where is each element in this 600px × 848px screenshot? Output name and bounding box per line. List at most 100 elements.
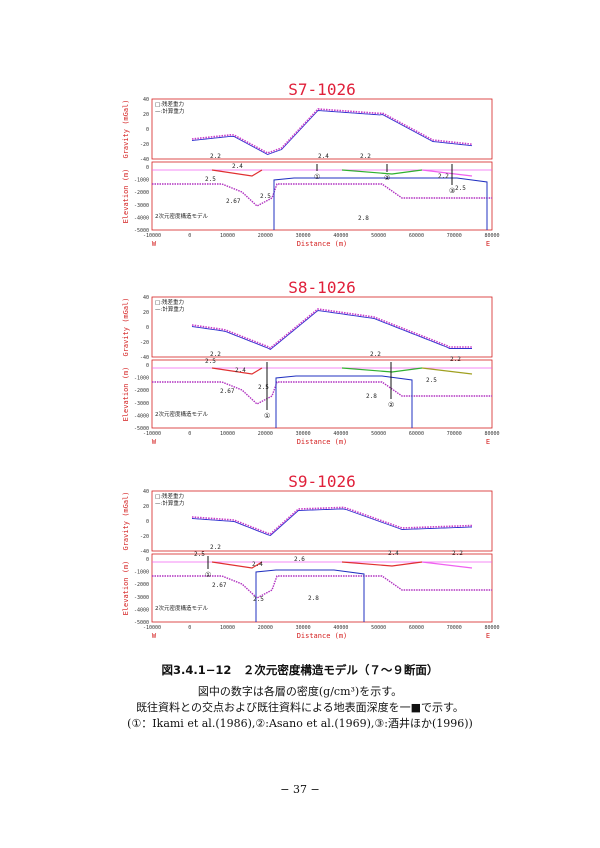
west-label: W <box>152 240 157 248</box>
panel-title: S8-1026 <box>288 278 355 297</box>
reference-marker: ② <box>384 174 390 182</box>
reference-marker: ① <box>314 173 320 181</box>
reference-marker: ③ <box>449 187 455 195</box>
xtick-label: 20000 <box>258 233 273 239</box>
xtick-label: 30000 <box>296 431 311 437</box>
density-label: 2.2 <box>452 550 463 557</box>
observed-gravity-points <box>191 108 473 154</box>
density-label: 2.8 <box>358 215 369 222</box>
shallow-layer-red <box>211 367 263 375</box>
model-label: 2次元密度構造モデル <box>155 212 208 220</box>
density-label: 2.5 <box>260 193 271 200</box>
basement-block <box>275 375 413 428</box>
gravity-ytick-label: 20 <box>143 310 149 316</box>
xtick-label: 20000 <box>258 625 273 631</box>
panel-s8: S8-1026 40 20 0 -20 -40 0 -1000 -2000 -3000 -4000 -… <box>122 278 500 446</box>
xtick-label: 40000 <box>333 625 348 631</box>
reference-marker: ① <box>205 571 211 579</box>
density-label: 2.5 <box>194 551 205 558</box>
xtick-label: 50000 <box>371 233 386 239</box>
gravity-ylabel: Gravity (mGal) <box>122 297 130 356</box>
gravity-ytick-label: 20 <box>143 504 149 510</box>
west-label: W <box>152 632 157 640</box>
xtick-label: -10000 <box>143 625 161 631</box>
calculated-gravity-line <box>191 508 473 537</box>
page-number: − 37 − <box>280 783 320 796</box>
density-label: 2.67 <box>220 388 235 395</box>
density-label: 2.8 <box>366 393 377 400</box>
panel-title: S7-1026 <box>288 80 355 99</box>
figure-caption-line4: (①：Ikami et al.(1986),②:Asano et al.(196… <box>127 717 473 730</box>
elev-ylabel: Elevation (m) <box>122 561 130 616</box>
elev-ytick-label: -1000 <box>134 570 149 576</box>
model-label: 2次元密度構造モデル <box>155 410 208 418</box>
xtick-label: 70000 <box>447 625 462 631</box>
gravity-ytick-label: 0 <box>146 325 149 331</box>
gravity-ytick-label: -40 <box>140 355 149 361</box>
figure-caption-title: 図3.4.1−12 ２次元密度構造モデル（７〜９断面） <box>161 663 439 677</box>
calculated-gravity-line <box>191 310 472 351</box>
xtick-label: 60000 <box>409 625 424 631</box>
xtick-label: 50000 <box>371 431 386 437</box>
figure-caption-line2: 図中の数字は各層の密度(g/cm³)を示す。 <box>197 685 403 698</box>
density-label: 2.5 <box>205 176 216 183</box>
elev-ytick-label: -1000 <box>134 178 149 184</box>
density-label: 2.5 <box>258 384 269 391</box>
gravity-ytick-label: -20 <box>140 142 149 148</box>
elev-ytick-label: -5000 <box>134 426 149 432</box>
elev-ytick-label: -2000 <box>134 582 149 588</box>
panel-title: S9-1026 <box>288 472 355 491</box>
xtick-label: 60000 <box>409 431 424 437</box>
gravity-ytick-label: 40 <box>143 489 149 495</box>
panel-s7: S7-1026 40 20 0 -20 -40 0 -1000 -2000 -3000 -4000 -… <box>122 80 500 248</box>
density-label: 2.2 <box>370 351 381 358</box>
elev-ytick-label: -2000 <box>134 388 149 394</box>
x-axis-label: Distance (m) <box>297 632 348 640</box>
legend-observed: □:残差重力 <box>155 298 184 306</box>
layer-boundary <box>152 381 492 405</box>
shallow-layer-green <box>341 561 423 567</box>
elev-ytick-label: -4000 <box>134 215 149 221</box>
xtick-label: -10000 <box>143 233 161 239</box>
east-label: E <box>486 632 490 640</box>
legend-calculated: —:計算重力 <box>155 107 184 115</box>
calculated-gravity-line <box>191 110 473 155</box>
density-label: 2.5 <box>455 185 466 192</box>
elev-ytick-label: -3000 <box>134 595 149 601</box>
legend-observed: □:残差重力 <box>155 100 184 108</box>
gravity-ylabel: Gravity (mGal) <box>122 491 130 550</box>
density-label: 2.2 <box>450 356 461 363</box>
basement-block <box>273 177 488 230</box>
x-axis-label: Distance (m) <box>297 240 348 248</box>
shallow-layer-east <box>421 561 473 569</box>
density-label: 2.2 <box>210 153 221 160</box>
density-label: 2.4 <box>252 561 263 568</box>
xtick-label: 10000 <box>220 431 235 437</box>
gravity-frame <box>151 296 493 358</box>
elevation-frame <box>151 161 493 231</box>
shallow-layer-green <box>341 169 423 175</box>
xtick-label: 30000 <box>296 233 311 239</box>
reference-marker: ② <box>388 401 394 409</box>
x-axis-label: Distance (m) <box>297 438 348 446</box>
west-label: W <box>152 438 157 446</box>
density-label: 2.4 <box>235 367 246 374</box>
xtick-label: 10000 <box>220 233 235 239</box>
elev-ytick-label: 0 <box>146 165 149 171</box>
xtick-label: 0 <box>188 431 191 437</box>
gravity-ytick-label: 0 <box>146 127 149 133</box>
elev-ytick-label: -5000 <box>134 228 149 234</box>
xtick-label: 70000 <box>447 431 462 437</box>
elev-ytick-label: -2000 <box>134 190 149 196</box>
elevation-frame <box>151 553 493 623</box>
xtick-label: 20000 <box>258 431 273 437</box>
gravity-ylabel: Gravity (mGal) <box>122 99 130 158</box>
xtick-label: 80000 <box>484 625 499 631</box>
elev-ytick-label: 0 <box>146 363 149 369</box>
gravity-ytick-label: 40 <box>143 97 149 103</box>
shallow-layer-green <box>341 367 423 373</box>
figure-caption-line3: 既往資料との交点および既往資料による地表面深度を一■で示す。 <box>136 701 464 714</box>
east-label: E <box>486 240 490 248</box>
layer-boundary <box>152 183 492 207</box>
xtick-label: 50000 <box>371 625 386 631</box>
